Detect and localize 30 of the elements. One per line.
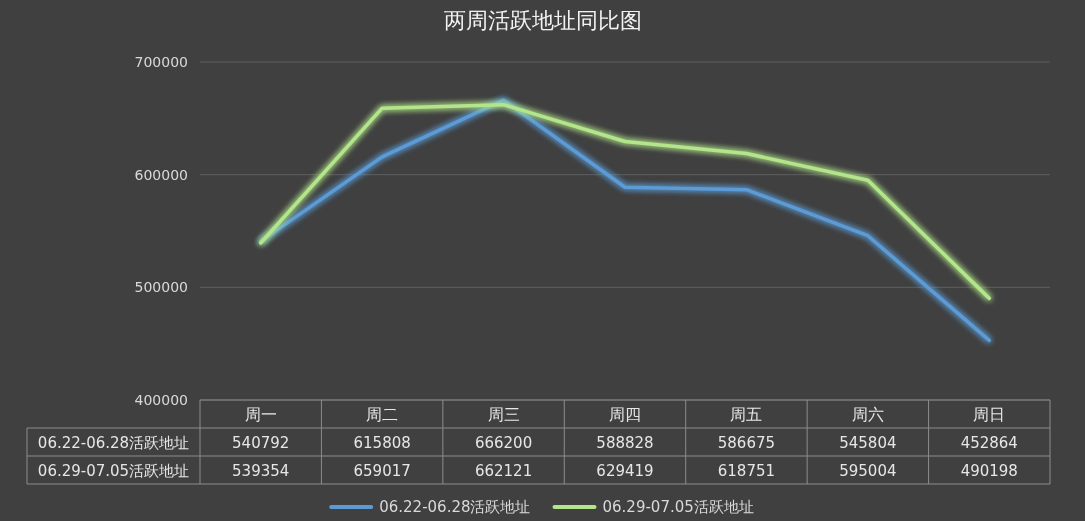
table-row-name: 06.29-07.05活跃地址 <box>37 462 190 480</box>
data-label: 659017 <box>353 462 411 480</box>
data-label: 490198 <box>960 462 1018 480</box>
title: 两周活跃地址同比图 <box>443 8 642 33</box>
category-label: 周四 <box>609 406 641 423</box>
data-label: 615808 <box>353 434 411 452</box>
data-label: 545804 <box>839 434 897 452</box>
category-label: 周六 <box>851 406 884 423</box>
category-label: 周一 <box>244 406 277 423</box>
category-label: 周五 <box>730 406 763 423</box>
data-label: 540792 <box>232 434 290 452</box>
legend-label: 06.29-07.05活跃地址 <box>602 498 754 516</box>
data-label: 666200 <box>474 434 533 452</box>
data-label: 452864 <box>960 434 1018 452</box>
data-label: 539354 <box>232 462 290 480</box>
data-label: 588828 <box>596 434 654 452</box>
legend-label: 06.22-06.28活跃地址 <box>379 498 531 516</box>
data-label: 618751 <box>717 462 776 480</box>
table-row-name: 06.22-06.28活跃地址 <box>37 434 190 452</box>
data-label: 595004 <box>839 462 897 480</box>
category-label: 周三 <box>487 406 520 423</box>
data-label: 586675 <box>717 434 776 452</box>
ytick-label: 400000 <box>134 392 188 408</box>
data-label: 662121 <box>474 462 533 480</box>
category-label: 周日 <box>973 406 1006 423</box>
ytick-label: 700000 <box>134 54 188 70</box>
ytick-label: 600000 <box>134 166 188 183</box>
category-label: 周二 <box>366 406 399 423</box>
data-label: 629419 <box>596 462 654 480</box>
ytick-label: 500000 <box>134 279 188 296</box>
